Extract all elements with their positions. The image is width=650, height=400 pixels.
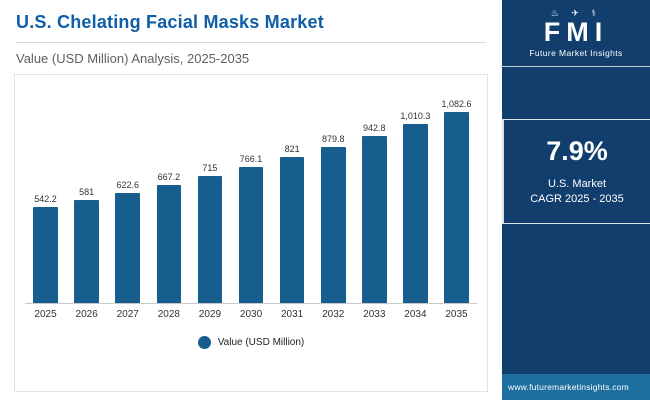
bar <box>238 167 264 303</box>
chart-legend: Value (USD Million) <box>25 336 477 349</box>
bar-column: 821 <box>272 99 313 303</box>
bar <box>444 112 469 303</box>
cagr-value: 7.9% <box>546 136 608 166</box>
bar <box>320 146 346 303</box>
logo-tagline: Future Market Insights <box>529 48 623 58</box>
page-subtitle: Value (USD Million) Analysis, 2025-2035 <box>16 51 250 66</box>
x-axis-tick-label: 2026 <box>75 309 98 320</box>
bar-column: 766.1 <box>230 99 271 303</box>
x-axis-tick-label: 2035 <box>445 309 468 320</box>
bar-column: 879.8 <box>313 99 354 303</box>
plane-icon: ✈ <box>571 8 584 18</box>
bar-column: 581 <box>66 99 107 303</box>
x-axis-tick-label: 2027 <box>116 309 139 320</box>
logo-wordmark: FMI <box>543 17 609 47</box>
page-title: U.S. Chelating Facial Masks Market <box>16 12 324 32</box>
x-axis-tick-label: 2031 <box>280 309 304 320</box>
x-axis-tick-label: 2034 <box>404 309 427 320</box>
bar-column: 1,010.3 <box>395 99 436 303</box>
brand-sidebar: ♨ ✈ ⚕ FMI Future Market Insights 7.9% U.… <box>502 0 650 400</box>
cagr-label: U.S. Market CAGR 2025 - 2035 <box>510 177 644 207</box>
spa-icon: ♨ <box>550 8 564 18</box>
bar-column: 1,082.6 <box>436 99 477 303</box>
bar <box>279 157 305 303</box>
header-divider <box>16 42 486 43</box>
bar <box>403 123 428 303</box>
chart-section: U.S. Chelating Facial Masks Market Value… <box>0 0 502 392</box>
bar-column: 715 <box>189 99 230 303</box>
bar-value-label: 667.2 <box>157 171 181 182</box>
logo-icons-row: ♨ ✈ ⚕ <box>508 8 644 18</box>
x-axis-tick-label: 2029 <box>198 309 222 320</box>
cagr-callout: 7.9% U.S. Market CAGR 2025 - 2035 <box>502 119 650 224</box>
legend-dot-icon <box>197 336 211 349</box>
x-axis-tick-label: 2025 <box>34 309 57 320</box>
x-axis-tick-label: 2032 <box>322 309 345 320</box>
bar-value-label: 542.2 <box>34 193 57 204</box>
x-axis-tick-label: 2030 <box>239 309 263 320</box>
legend-label: Value (USD Million) <box>217 337 305 348</box>
fmi-logo: ♨ ✈ ⚕ FMI Future Market Insights <box>502 0 650 67</box>
bar-value-label: 1,082.6 <box>441 99 472 109</box>
bar-value-label: 715 <box>202 163 218 174</box>
bar <box>197 176 223 303</box>
bar-value-label: 581 <box>79 186 95 197</box>
bar-value-label: 622.6 <box>116 179 139 190</box>
bar-column: 942.8 <box>354 99 395 303</box>
bar-column: 542.2 <box>25 99 66 303</box>
x-axis-tick-label: 2033 <box>363 309 386 320</box>
bar <box>74 199 99 303</box>
bar-value-label: 821 <box>284 144 300 155</box>
bar <box>33 206 58 303</box>
bar-value-label: 1,010.3 <box>400 110 431 121</box>
bar-column: 667.2 <box>148 99 189 303</box>
header: U.S. Chelating Facial Masks Market Value… <box>0 0 502 66</box>
bar <box>361 135 387 303</box>
bar-column: 622.6 <box>107 99 148 303</box>
plot-area: 542.2 581 622.6 667.2 715 766.1 821 879.8 942.8 1… <box>25 99 477 304</box>
bar <box>156 184 182 303</box>
x-axis-labels: 2025 2026 2027 2028 2029 2030 2031 2032 2033 2034… <box>25 309 477 320</box>
bar-value-label: 942.8 <box>363 122 386 133</box>
bar-value-label: 766.1 <box>239 154 263 165</box>
medical-icon: ⚕ <box>591 8 602 18</box>
bar <box>115 192 141 303</box>
bar-chart: 542.2 581 622.6 667.2 715 766.1 821 879.8 942.8 1… <box>14 74 488 392</box>
bar-value-label: 879.8 <box>321 133 345 144</box>
cagr-label-line1: U.S. Market <box>547 178 607 190</box>
website-link[interactable]: www.futuremarketinsights.com <box>502 374 650 400</box>
cagr-label-line2: CAGR 2025 - 2035 <box>530 193 624 205</box>
x-axis-tick-label: 2028 <box>157 309 180 320</box>
sidebar-spacer <box>502 224 650 374</box>
